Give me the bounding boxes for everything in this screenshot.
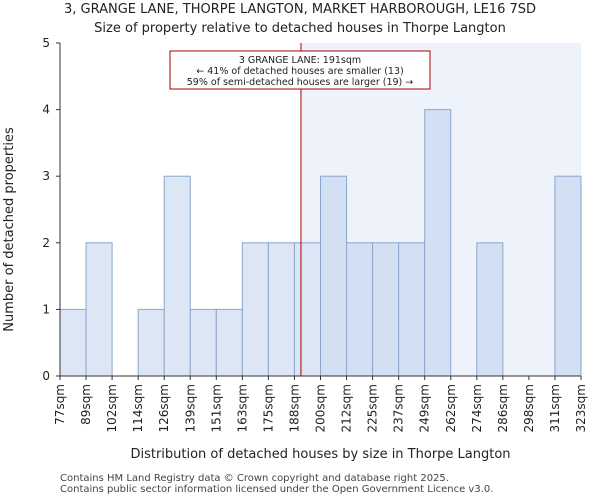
x-tick-label: 323sqm: [574, 384, 588, 432]
bar-77sqm: [59, 308, 87, 377]
annotation-border: [169, 50, 431, 90]
x-tick-label: 175sqm: [261, 384, 275, 432]
bar-225sqm: [372, 242, 400, 377]
bar-163sqm: [241, 242, 269, 377]
bar-175sqm: [267, 242, 295, 377]
x-tick-label: 212sqm: [340, 384, 354, 432]
y-tick-label: 2: [42, 236, 50, 250]
x-tick-label: 249sqm: [418, 384, 432, 432]
footer-line2: Contains public sector information licen…: [60, 484, 494, 495]
x-tick-label: 114sqm: [131, 384, 145, 432]
x-tick-label: 163sqm: [235, 384, 249, 432]
x-tick-label: 89sqm: [79, 384, 93, 425]
x-tick-label: 188sqm: [287, 384, 301, 432]
x-tick-label: 225sqm: [366, 384, 380, 432]
x-tick-label: 126sqm: [157, 384, 171, 432]
y-axis-label: Number of detached properties: [2, 127, 17, 332]
x-tick-label: 286sqm: [496, 384, 510, 432]
x-tick-label: 151sqm: [209, 384, 223, 432]
bar-126sqm: [163, 175, 191, 377]
footer-line1: Contains HM Land Registry data © Crown c…: [60, 473, 449, 484]
x-tick-label: 139sqm: [183, 384, 197, 432]
x-tick-label: 274sqm: [470, 384, 484, 432]
x-tick-label: 77sqm: [53, 384, 67, 425]
bar-212sqm: [346, 242, 374, 377]
bar-237sqm: [398, 242, 426, 377]
bars-group: [59, 109, 582, 377]
bar-139sqm: [189, 308, 217, 377]
chart-subtitle: Size of property relative to detached ho…: [94, 21, 506, 36]
bar-151sqm: [215, 308, 243, 377]
annotation-box: 3 GRANGE LANE: 191sqm ← 41% of detached …: [169, 50, 431, 90]
bar-89sqm: [85, 242, 113, 377]
y-tick-label: 3: [42, 169, 50, 183]
axes-group: 0 1 2 3 4 5 77sqm 89sqm 102sqm 114sqm 126sqm 139sqm…: [42, 36, 588, 432]
y-tick-label: 5: [42, 36, 50, 50]
chart-title: 3, GRANGE LANE, THORPE LANGTON, MARKET H…: [63, 2, 537, 17]
bar-114sqm: [137, 308, 165, 377]
bar-311sqm: [554, 175, 582, 377]
x-tick-label: 102sqm: [105, 384, 119, 432]
x-axis-label: Distribution of detached houses by size …: [130, 447, 510, 462]
x-tick-label: 262sqm: [444, 384, 458, 432]
x-tick-label: 311sqm: [548, 384, 562, 432]
bar-249sqm: [424, 109, 452, 377]
y-tick-label: 4: [42, 103, 50, 117]
annotation-line2: ← 41% of detached houses are smaller (13…: [196, 66, 403, 77]
bar-188sqm: [293, 242, 322, 377]
bar-274sqm: [476, 242, 504, 377]
y-tick-label: 0: [42, 369, 50, 383]
x-tick-label: 298sqm: [522, 384, 536, 432]
x-tick-label: 200sqm: [314, 384, 328, 432]
bar-200sqm: [320, 175, 348, 377]
annotation-line1: 3 GRANGE LANE: 191sqm: [239, 55, 361, 66]
x-tick-label: 237sqm: [392, 384, 406, 432]
y-tick-label: 1: [42, 302, 50, 316]
annotation-line3: 59% of semi-detached houses are larger (…: [187, 77, 414, 88]
